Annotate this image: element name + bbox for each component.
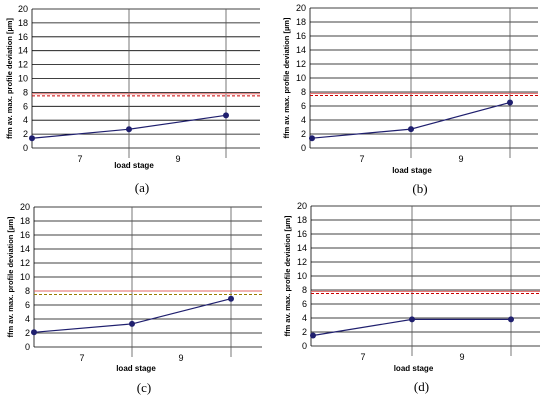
y-tick-label: 6 xyxy=(302,299,307,309)
y-tick-label: 8 xyxy=(301,87,306,97)
y-tick-label: 4 xyxy=(301,115,306,125)
panel-caption: (a) xyxy=(135,180,149,195)
data-point xyxy=(310,332,316,339)
chart-panel-4: 0 2 4 6 8 10 12 14 16 18 20 7 9 ffm av. max. profile … xyxy=(283,201,540,394)
y-tick-label: 10 xyxy=(18,74,28,84)
data-point xyxy=(408,126,414,133)
y-tick-label: 2 xyxy=(23,129,28,139)
data-point xyxy=(126,126,132,133)
y-tick-label: 8 xyxy=(25,286,30,296)
y-tick-label: 16 xyxy=(296,31,306,41)
y-tick-label: 2 xyxy=(25,328,30,338)
data-point xyxy=(223,112,229,119)
panel-caption: (c) xyxy=(137,380,151,395)
data-point xyxy=(31,329,37,336)
y-tick-label: 14 xyxy=(297,243,307,253)
panel-caption: (d) xyxy=(414,379,429,394)
y-tick-label: 0 xyxy=(301,143,306,153)
x-tick-label: 7 xyxy=(360,352,365,362)
y-tick-label: 16 xyxy=(18,32,28,42)
chart-panel-3: 0 2 4 6 8 10 12 14 16 18 20 7 9 ffm av. max. profile … xyxy=(6,202,262,395)
data-point xyxy=(129,320,135,327)
y-axis-label: ffm av. max. profile deviation [µm] xyxy=(282,17,291,138)
y-tick-label: 12 xyxy=(18,60,28,70)
y-tick-label: 6 xyxy=(23,101,28,111)
y-tick-label: 0 xyxy=(23,143,28,153)
y-tick-label: 18 xyxy=(297,215,307,225)
y-tick-label: 0 xyxy=(25,342,30,352)
chart-panel-1: 0 2 4 6 8 10 12 14 16 18 20 7 9 ffm av. max. profile … xyxy=(5,4,260,195)
x-tick-label: 7 xyxy=(79,353,84,363)
y-tick-label: 14 xyxy=(296,45,306,55)
panel-caption: (b) xyxy=(412,181,427,196)
y-axis-label: ffm av. max. profile deviation [µm] xyxy=(283,215,292,336)
y-tick-label: 4 xyxy=(302,313,307,323)
data-point xyxy=(29,135,35,142)
x-axis-label: load stage xyxy=(392,166,432,175)
y-tick-label: 2 xyxy=(302,327,307,337)
x-axis-label: load stage xyxy=(394,364,434,373)
y-tick-label: 18 xyxy=(20,216,30,226)
y-tick-label: 0 xyxy=(302,341,307,351)
x-axis-label: load stage xyxy=(114,161,154,170)
data-point xyxy=(228,295,234,302)
y-tick-label: 10 xyxy=(297,271,307,281)
data-point xyxy=(409,316,415,323)
y-tick-label: 20 xyxy=(296,3,306,13)
y-tick-label: 20 xyxy=(20,202,30,212)
y-tick-label: 20 xyxy=(297,201,307,211)
y-tick-label: 20 xyxy=(18,4,28,14)
x-tick-label: 9 xyxy=(458,154,463,164)
y-axis-label: ffm av. max. profile deviation [µm] xyxy=(6,216,15,337)
y-tick-label: 12 xyxy=(297,257,307,267)
data-point xyxy=(507,99,513,106)
series-line xyxy=(33,298,232,333)
data-point xyxy=(309,135,315,142)
x-tick-label: 7 xyxy=(77,154,82,164)
x-tick-label: 9 xyxy=(178,353,183,363)
y-tick-label: 12 xyxy=(296,59,306,69)
y-tick-label: 4 xyxy=(25,314,30,324)
y-tick-label: 8 xyxy=(23,87,28,97)
x-tick-label: 9 xyxy=(175,154,180,164)
x-tick-label: 9 xyxy=(459,352,464,362)
y-tick-label: 2 xyxy=(301,129,306,139)
y-tick-label: 6 xyxy=(25,300,30,310)
y-tick-label: 14 xyxy=(20,244,30,254)
y-axis-label: ffm av. max. profile deviation [µm] xyxy=(5,18,14,139)
y-tick-label: 14 xyxy=(18,46,28,56)
x-tick-label: 7 xyxy=(359,154,364,164)
y-tick-label: 18 xyxy=(296,17,306,27)
chart-panel-2: 0 2 4 6 8 10 12 14 16 18 20 7 9 ffm av. max. profile … xyxy=(282,3,538,196)
y-tick-label: 18 xyxy=(18,18,28,28)
data-point xyxy=(508,316,514,323)
y-tick-label: 12 xyxy=(20,258,30,268)
y-tick-label: 10 xyxy=(20,272,30,282)
x-axis-label: load stage xyxy=(116,364,156,373)
y-tick-label: 16 xyxy=(297,229,307,239)
y-tick-label: 16 xyxy=(20,230,30,240)
y-tick-label: 4 xyxy=(23,115,28,125)
y-tick-label: 6 xyxy=(301,101,306,111)
y-tick-label: 10 xyxy=(296,73,306,83)
y-tick-label: 8 xyxy=(302,285,307,295)
